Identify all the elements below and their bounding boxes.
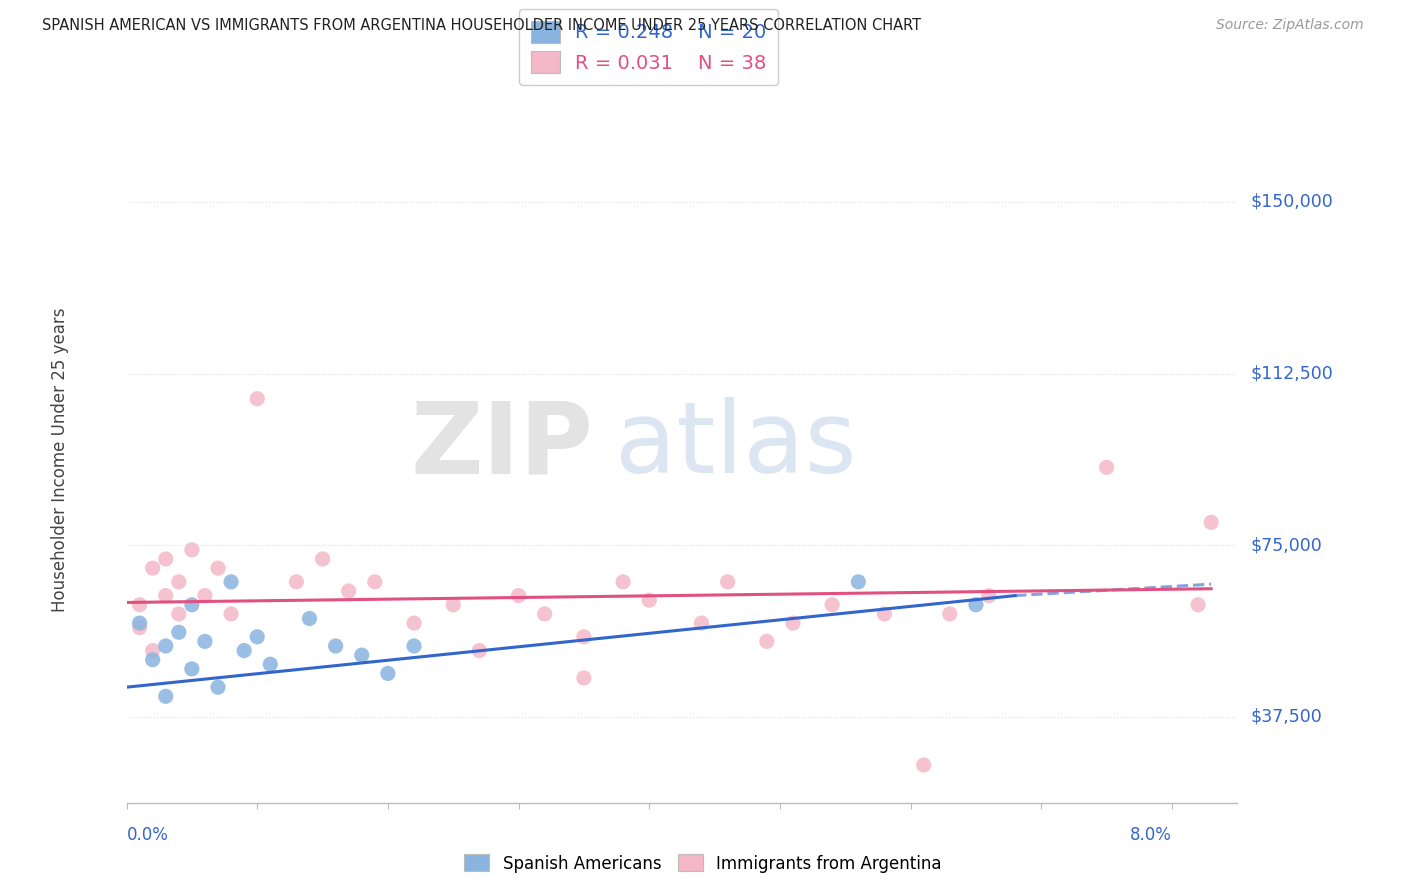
Point [311, 552, 333, 566]
Point [128, 616, 150, 631]
Point [337, 584, 360, 599]
Point [782, 616, 804, 631]
Text: atlas: atlas [616, 397, 856, 494]
Point [690, 616, 713, 631]
Text: SPANISH AMERICAN VS IMMIGRANTS FROM ARGENTINA HOUSEHOLDER INCOME UNDER 25 YEARS : SPANISH AMERICAN VS IMMIGRANTS FROM ARGE… [42, 18, 921, 33]
Text: Source: ZipAtlas.com: Source: ZipAtlas.com [1216, 18, 1364, 32]
Point [142, 643, 165, 657]
Point [298, 611, 321, 625]
Point [755, 634, 778, 648]
Point [325, 639, 347, 653]
Point [219, 574, 242, 589]
Text: ZIP: ZIP [411, 397, 593, 494]
Point [572, 671, 595, 685]
Point [142, 561, 165, 575]
Text: $112,500: $112,500 [1250, 365, 1333, 383]
Point [638, 593, 661, 607]
Point [180, 542, 202, 557]
Point [142, 653, 165, 667]
Text: 8.0%: 8.0% [1130, 826, 1173, 844]
Legend: Spanish Americans, Immigrants from Argentina: Spanish Americans, Immigrants from Argen… [457, 847, 949, 880]
Point [364, 574, 387, 589]
Point [912, 758, 935, 772]
Point [180, 598, 202, 612]
Text: $37,500: $37,500 [1250, 708, 1322, 726]
Point [1187, 598, 1209, 612]
Text: $75,000: $75,000 [1250, 536, 1322, 554]
Point [939, 607, 962, 621]
Point [285, 574, 308, 589]
Point [155, 589, 177, 603]
Point [1199, 516, 1222, 530]
Point [1095, 460, 1118, 475]
Point [965, 598, 987, 612]
Point [821, 598, 844, 612]
Point [572, 630, 595, 644]
Point [207, 561, 229, 575]
Text: 0.0%: 0.0% [127, 826, 169, 844]
Point [468, 643, 491, 657]
Point [977, 589, 1000, 603]
Point [155, 552, 177, 566]
Point [508, 589, 530, 603]
Point [167, 625, 190, 640]
Point [846, 574, 869, 589]
Point [533, 607, 555, 621]
Point [219, 607, 242, 621]
Legend: R = 0.248    N = 20, R = 0.031    N = 38: R = 0.248 N = 20, R = 0.031 N = 38 [519, 9, 779, 85]
Text: Householder Income Under 25 years: Householder Income Under 25 years [51, 307, 69, 612]
Point [441, 598, 464, 612]
Point [402, 616, 425, 631]
Point [350, 648, 373, 662]
Point [873, 607, 896, 621]
Point [128, 621, 150, 635]
Point [233, 643, 256, 657]
Point [402, 639, 425, 653]
Point [207, 680, 229, 694]
Point [128, 598, 150, 612]
Point [155, 639, 177, 653]
Point [167, 607, 190, 621]
Point [180, 662, 202, 676]
Point [167, 574, 190, 589]
Text: $150,000: $150,000 [1250, 193, 1333, 211]
Point [259, 657, 281, 672]
Point [246, 392, 269, 406]
Point [155, 690, 177, 704]
Point [246, 630, 269, 644]
Point [377, 666, 399, 681]
Point [194, 634, 217, 648]
Point [612, 574, 634, 589]
Point [194, 589, 217, 603]
Point [717, 574, 740, 589]
